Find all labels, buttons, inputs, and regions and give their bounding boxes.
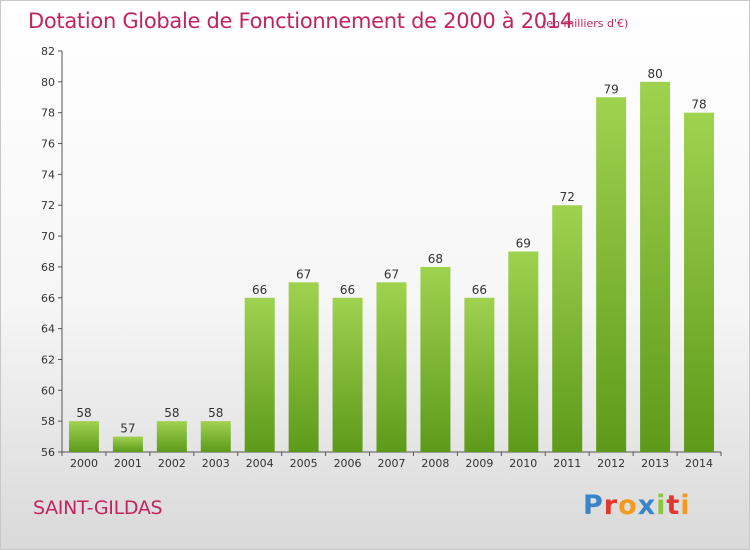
commune-name: SAINT-GILDAS <box>33 497 163 519</box>
y-tick-label: 56 <box>41 446 55 459</box>
data-label: 58 <box>76 406 91 420</box>
bar <box>288 282 319 452</box>
bar <box>156 421 187 452</box>
bar <box>508 251 539 452</box>
y-tick-label: 68 <box>41 261 55 274</box>
y-tick-label: 66 <box>41 292 55 305</box>
bar <box>200 421 231 452</box>
logo-letter: o <box>618 490 638 521</box>
y-tick-label: 62 <box>41 353 55 366</box>
bar <box>552 205 583 452</box>
x-tick-label: 2014 <box>685 457 713 470</box>
data-label: 72 <box>560 190 575 204</box>
bar <box>596 97 627 453</box>
x-tick-label: 2007 <box>378 457 406 470</box>
y-tick-label: 80 <box>41 76 55 89</box>
x-tick-label: 2012 <box>597 457 625 470</box>
data-label: 66 <box>472 283 487 297</box>
data-label: 68 <box>428 252 443 266</box>
x-tick-label: 2002 <box>158 457 186 470</box>
logo-letter: r <box>603 490 619 521</box>
bar <box>376 282 407 452</box>
x-tick-label: 2000 <box>70 457 98 470</box>
logo-letter: P <box>583 490 604 521</box>
bar <box>68 421 99 452</box>
y-tick-label: 72 <box>41 199 55 212</box>
bar <box>464 297 495 452</box>
y-tick-label: 74 <box>41 168 55 181</box>
bar <box>640 81 671 452</box>
bar <box>332 297 363 452</box>
bar <box>112 436 143 452</box>
x-tick-label: 2013 <box>641 457 669 470</box>
x-tick-label: 2004 <box>246 457 274 470</box>
data-label: 66 <box>340 283 355 297</box>
y-tick-label: 70 <box>41 230 55 243</box>
bars-group: 58 57 58 58 66 67 66 67 68 66 69 72 79 80 78 <box>68 67 715 453</box>
y-tick-label: 82 <box>41 45 55 58</box>
logo-letter: x <box>637 490 657 521</box>
data-label: 67 <box>296 267 311 281</box>
y-tick-label: 64 <box>41 323 55 336</box>
x-tick-label: 2008 <box>421 457 449 470</box>
logo-letter: i <box>680 490 691 521</box>
y-tick-label: 78 <box>41 107 55 120</box>
data-label: 57 <box>120 422 135 436</box>
data-label: 79 <box>604 82 619 96</box>
data-label: 80 <box>647 67 662 81</box>
data-label: 78 <box>691 98 706 112</box>
logo-letter: i <box>656 490 667 521</box>
x-tick-label: 2009 <box>465 457 493 470</box>
axes: 56 58 60 62 64 66 68 70 72 74 76 78 80 82 2000 2001 2002… <box>41 45 722 470</box>
x-tick-label: 2011 <box>553 457 581 470</box>
y-tick-label: 60 <box>41 384 55 397</box>
x-tick-label: 2005 <box>290 457 318 470</box>
x-tick-label: 2010 <box>509 457 537 470</box>
data-label: 69 <box>516 237 531 251</box>
logo-letter: t <box>666 490 681 521</box>
data-label: 58 <box>164 406 179 420</box>
bar <box>684 112 715 452</box>
data-label: 67 <box>384 267 399 281</box>
x-tick-label: 2006 <box>334 457 362 470</box>
bar <box>420 266 451 452</box>
x-tick-label: 2003 <box>202 457 230 470</box>
chart-unit-subtitle: (en milliers d'€) <box>542 17 629 30</box>
y-tick-label: 58 <box>41 415 55 428</box>
bar <box>244 297 275 452</box>
x-tick-label: 2001 <box>114 457 142 470</box>
data-label: 66 <box>252 283 267 297</box>
proxiti-logo[interactable]: Proxiti <box>583 490 691 521</box>
chart-title: Dotation Globale de Fonctionnement de 20… <box>28 9 573 33</box>
data-label: 58 <box>208 406 223 420</box>
y-tick-label: 76 <box>41 138 55 151</box>
